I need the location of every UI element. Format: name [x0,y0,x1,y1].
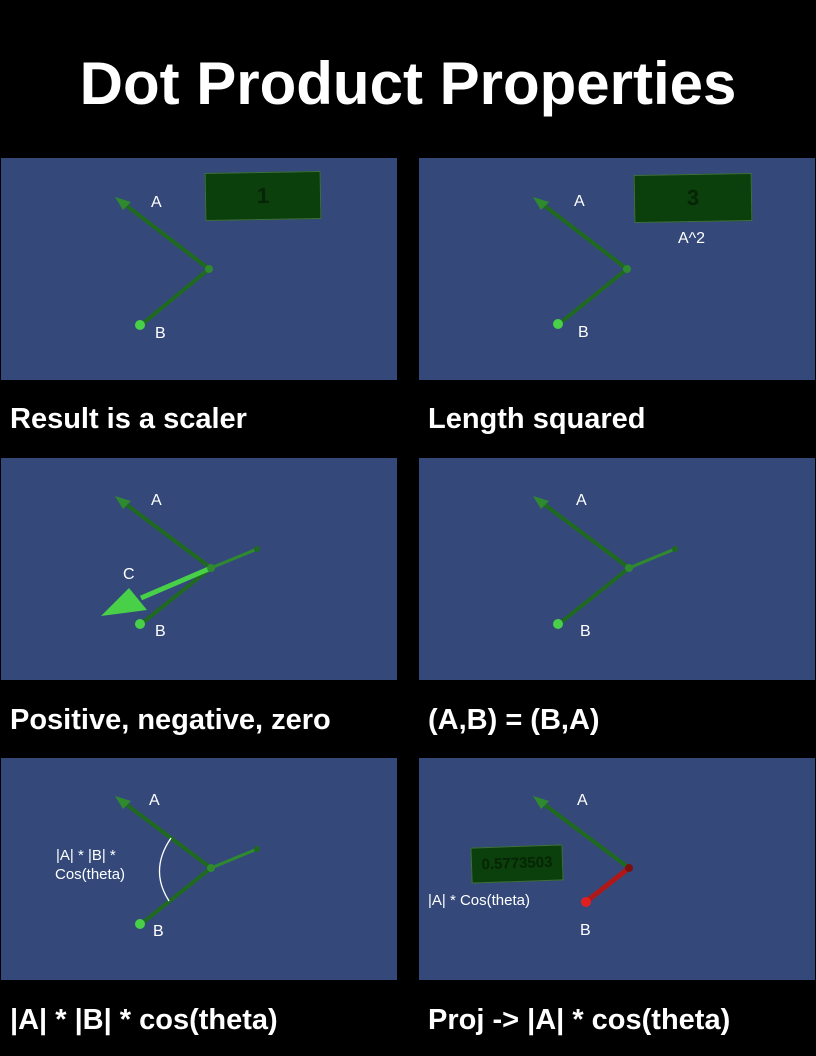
vectors-diagram [101,496,260,629]
label-a: A [577,792,588,809]
vector-a [539,500,631,570]
formula-line-1: |A| * |B| * [56,847,116,864]
arrowhead-a [115,197,131,210]
vector-origin [623,265,631,273]
vector-b [139,267,211,327]
arrowhead-a [533,197,549,210]
vectors-diagram [115,197,213,330]
projection-formula: |A| * Cos(theta) [428,892,530,909]
vector-extra [210,547,258,570]
panel-length-squared: 3 A^2 A B [419,158,815,380]
label-b: B [580,623,591,640]
vector-a [539,800,631,870]
vector-a [121,500,213,570]
projection-tip [581,897,591,907]
label-a: A [576,492,587,509]
vector-b-tip [135,320,145,330]
vector-a [539,201,629,271]
label-a: A [151,194,162,211]
label-b: B [578,324,589,341]
vector-b [557,566,631,626]
vector-b-tip [135,619,145,629]
vector-origin [205,265,213,273]
caption-length-squared: Length squared [428,403,646,435]
caption-cosine-formula: |A| * |B| * cos(theta) [10,1004,278,1036]
arrowhead-a [533,496,549,509]
vectors-diagram [115,796,260,929]
panel-cosine-formula: A B |A| * |B| * Cos(theta) [1,758,397,980]
label-c: C [123,566,135,583]
formula-line-2: Cos(theta) [55,866,126,883]
vector-extra-tip [254,546,260,552]
panel-commutative: A B [419,458,815,680]
vector-a [121,201,211,271]
dot-result-plate: 3 [633,172,753,224]
arrowhead-a [533,796,549,809]
caption-commutative: (A,B) = (B,A) [428,704,600,736]
vector-b-tip [135,919,145,929]
vector-origin [207,864,215,872]
vector-extra [210,847,258,870]
projection-vector [585,866,631,903]
length-squared-note: A^2 [678,230,706,247]
vectors-diagram [533,496,678,629]
caption-sign: Positive, negative, zero [10,704,331,736]
panel-sign: A B C [1,458,397,680]
panel-scalar: 1 A B [1,158,397,380]
vector-b-tip [553,619,563,629]
vector-origin [625,864,633,872]
label-a: A [149,792,160,809]
arrowhead-c [101,588,147,616]
vector-extra-tip [672,546,678,552]
vector-extra [628,547,676,570]
page-title: Dot Product Properties [79,50,737,117]
dot-result-value: 1 [256,182,270,209]
label-b: B [580,922,591,939]
caption-projection: Proj -> |A| * cos(theta) [428,1004,731,1036]
vectors-diagram [533,796,633,907]
dot-result-plate: 1 [204,170,322,222]
vectors-diagram [533,197,631,329]
arrowhead-a [115,796,131,809]
vector-origin [625,564,633,572]
dot-result-value: 3 [686,184,700,211]
projection-result-plate: 0.5773503 [470,844,564,884]
vector-extra-tip [254,846,260,852]
vector-b-tip [553,319,563,329]
panel-projection: 0.5773503 |A| * Cos(theta) A B [419,758,815,980]
vector-b [557,267,629,326]
label-b: B [153,923,164,940]
vector-a [121,800,213,870]
arrowhead-a [115,496,131,509]
vector-b [139,566,213,626]
caption-scalar: Result is a scaler [10,403,247,435]
vector-origin [207,564,215,572]
vector-b [139,866,213,926]
label-a: A [574,193,585,210]
angle-arc [158,837,172,902]
label-b: B [155,325,166,342]
projection-result-value: 0.5773503 [481,853,553,874]
label-b: B [155,623,166,640]
vector-c [140,565,212,601]
label-a: A [151,492,162,509]
